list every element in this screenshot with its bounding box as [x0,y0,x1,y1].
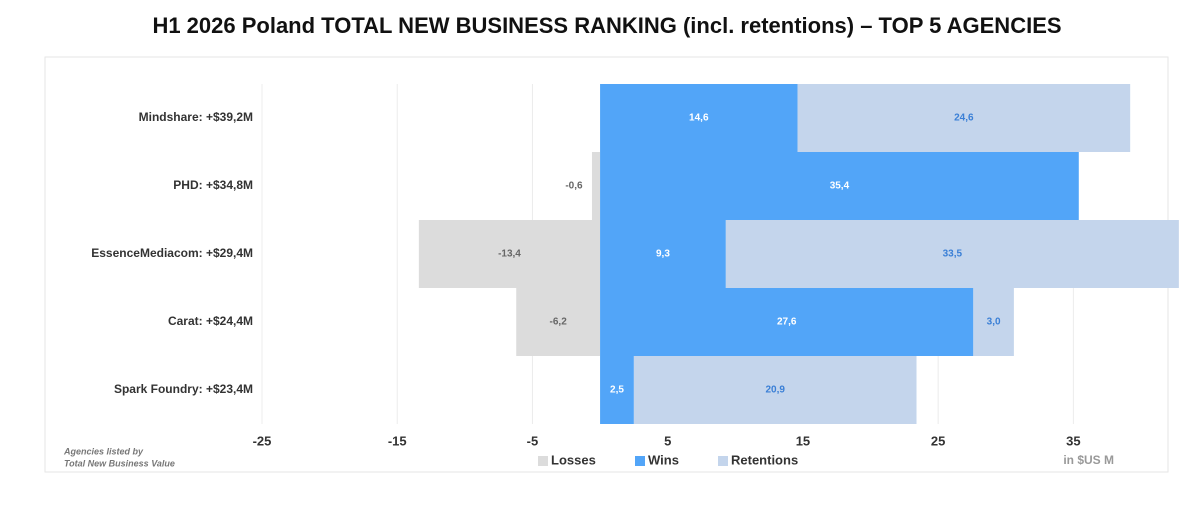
bar [600,288,974,356]
y-tick-label: Spark Foundry: +$23,4M [114,382,253,396]
y-tick-label: Carat: +$24,4M [168,314,253,328]
y-tick-label: Mindshare: +$39,2M [139,110,253,124]
legend-swatch [718,456,728,466]
data-label: 9,3 [656,249,670,260]
bar [973,288,1014,356]
legend-label: Retentions [731,452,798,467]
bar [591,152,601,220]
x-tick-label: 35 [1066,433,1080,448]
data-label: -13,4 [498,249,521,260]
data-label: -6,2 [550,317,568,328]
x-tick-label: -25 [253,433,272,448]
bar [600,356,634,424]
data-label: 27,6 [777,317,797,328]
bar [600,152,1079,220]
chart-title: H1 2026 Poland TOTAL NEW BUSINESS RANKIN… [152,13,1061,38]
legend-label: Wins [648,452,679,467]
data-label: 2,5 [610,385,624,396]
bar [516,288,601,356]
x-tick-label: -15 [388,433,407,448]
bar [418,220,601,288]
footnote: Total New Business Value [64,458,175,468]
bar [600,84,798,152]
bar [797,84,1131,152]
y-tick-label: EssenceMediacom: +$29,4M [91,246,253,260]
legend-swatch [538,456,548,466]
y-tick-label: PHD: +$34,8M [173,178,253,192]
x-tick-label: 15 [796,433,810,448]
data-label: 33,5 [943,249,963,260]
data-label: 20,9 [765,385,785,396]
data-label: 35,4 [830,181,850,192]
footnote: Agencies listed by [63,446,144,456]
x-tick-label: -5 [527,433,539,448]
x-tick-label: 5 [664,433,671,448]
bar [725,220,1179,288]
legend-swatch [635,456,645,466]
unit-label: in $US M [1063,453,1114,467]
data-label: 3,0 [987,317,1001,328]
data-label: 24,6 [954,113,974,124]
x-tick-label: 25 [931,433,945,448]
data-label: 14,6 [689,113,709,124]
legend-label: Losses [551,452,596,467]
bar [633,356,917,424]
data-label: -0,6 [565,181,583,192]
bar [600,220,726,288]
